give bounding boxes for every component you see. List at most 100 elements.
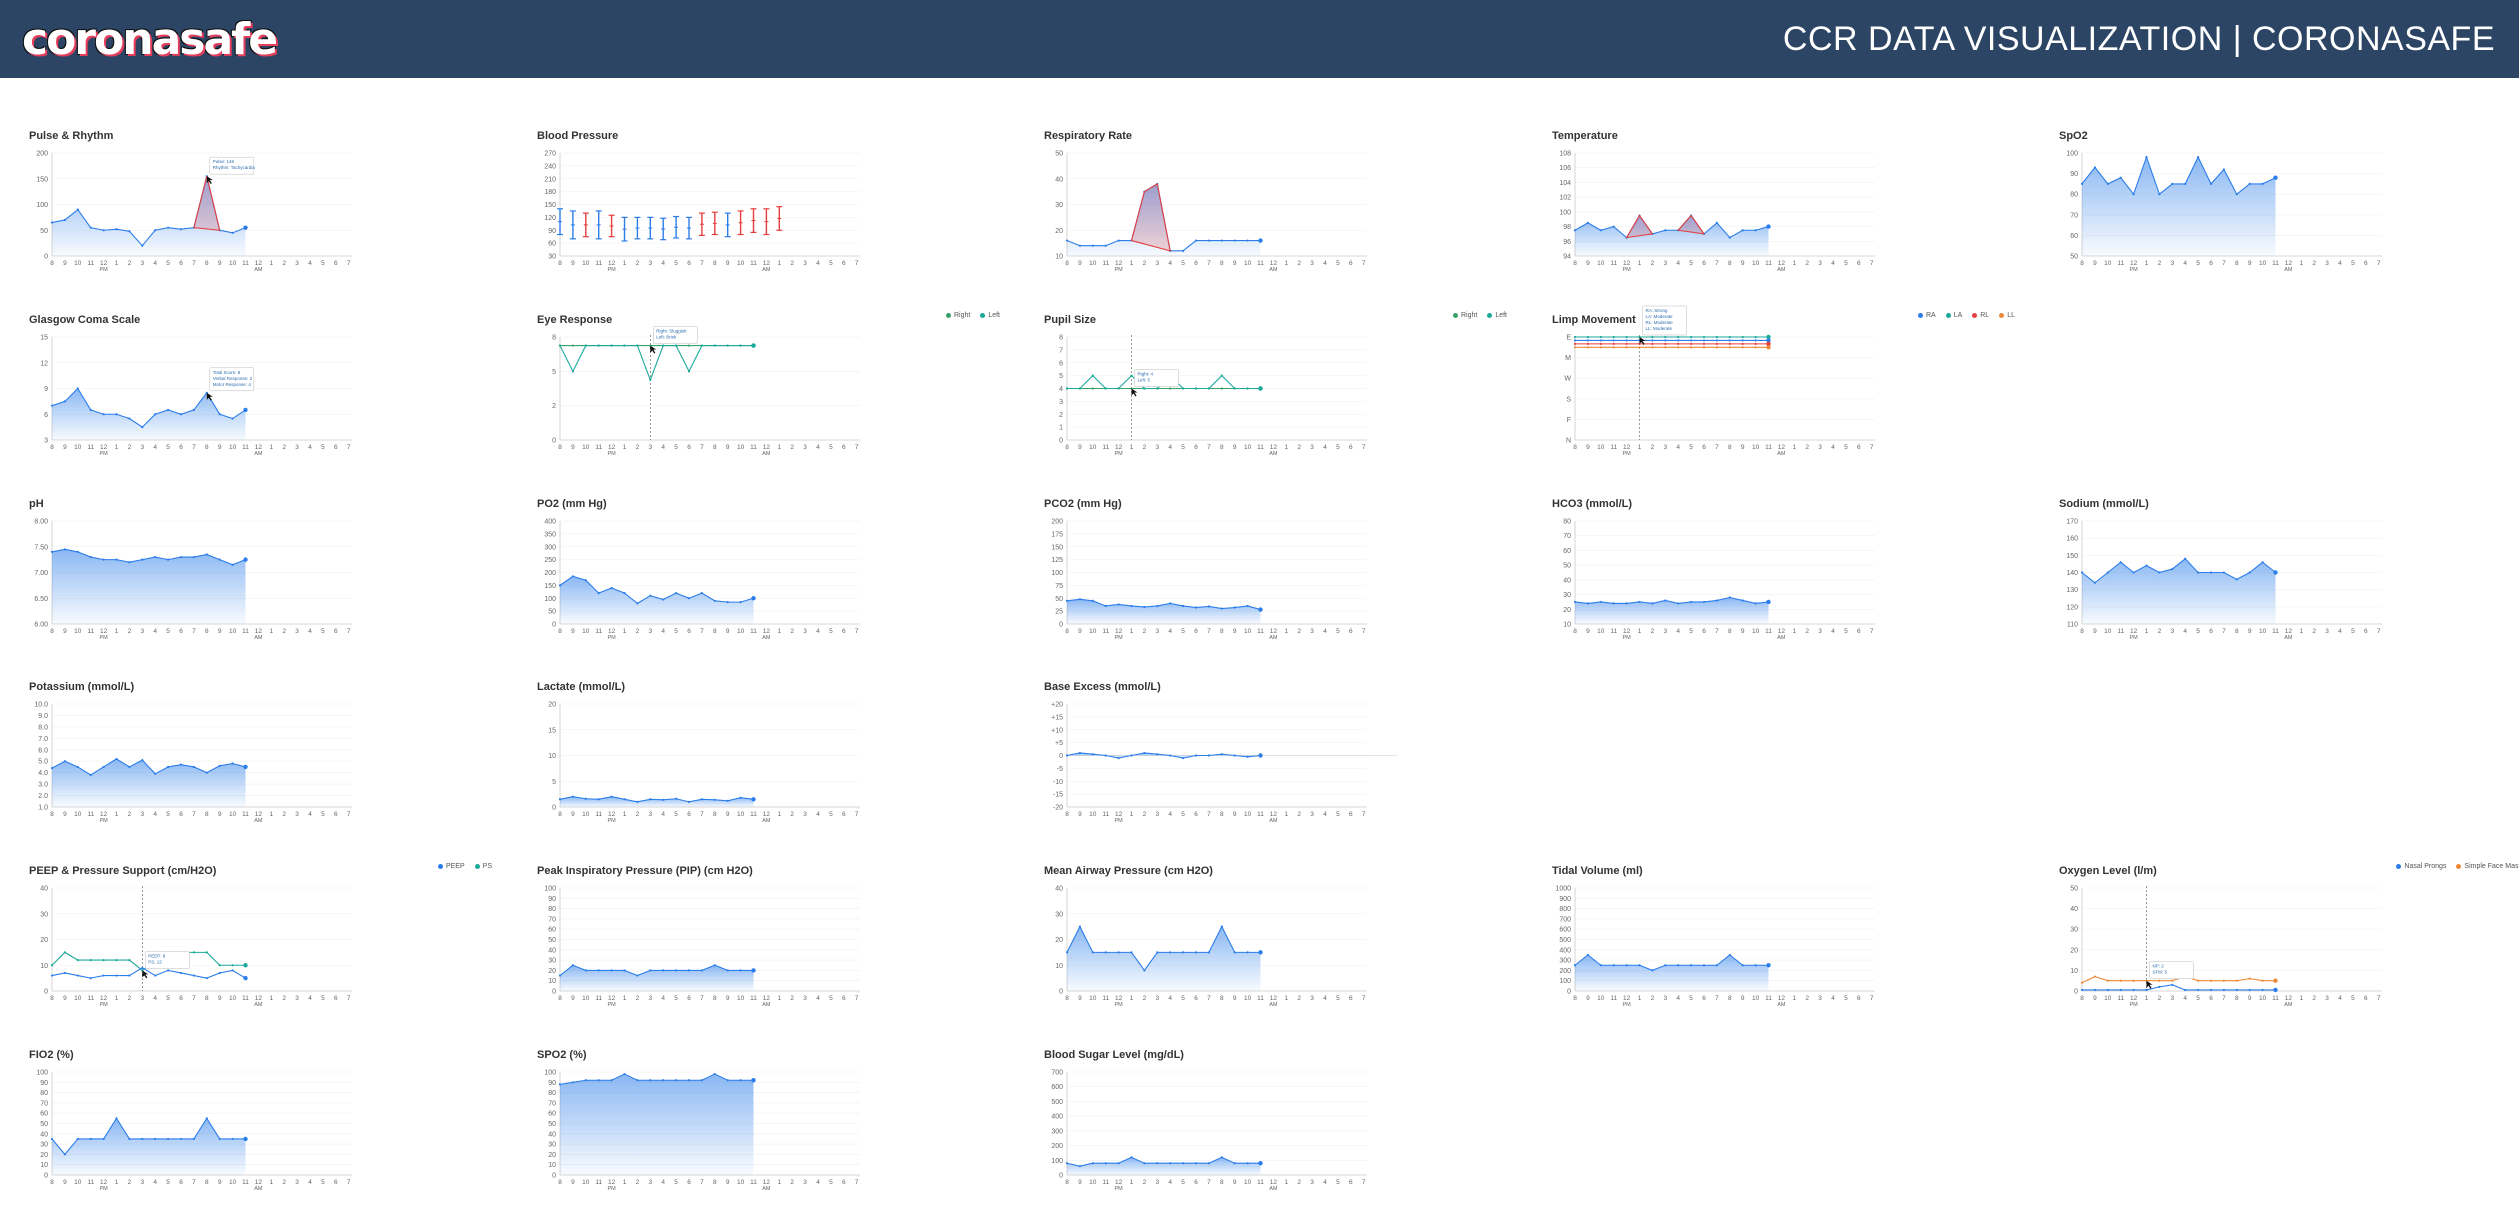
legend-item[interactable]: Simple Face Mask [2456, 863, 2519, 870]
data-point[interactable] [751, 1078, 756, 1083]
data-point[interactable] [2235, 979, 2238, 982]
data-point[interactable] [1586, 339, 1589, 342]
data-point[interactable] [102, 558, 105, 561]
data-point[interactable] [76, 765, 79, 769]
data-point[interactable] [1182, 249, 1185, 252]
data-point[interactable] [89, 977, 92, 980]
data-point[interactable] [2222, 988, 2225, 992]
data-point[interactable] [1754, 346, 1757, 349]
data-point[interactable] [1258, 238, 1263, 243]
data-point[interactable] [63, 971, 66, 975]
data-point[interactable] [687, 597, 691, 600]
data-point[interactable] [1117, 603, 1120, 606]
data-point[interactable] [1690, 600, 1693, 604]
data-point[interactable] [1599, 229, 1602, 232]
data-point[interactable] [1220, 374, 1223, 377]
data-point[interactable] [2248, 988, 2251, 992]
data-point[interactable] [1677, 335, 1680, 339]
data-point[interactable] [1766, 341, 1771, 347]
data-point[interactable] [751, 797, 756, 802]
data-point[interactable] [50, 964, 54, 967]
data-point[interactable] [218, 1137, 221, 1141]
data-point[interactable] [192, 765, 195, 769]
data-point[interactable] [1715, 335, 1718, 339]
bp-bar[interactable] [621, 216, 628, 242]
data-point[interactable] [636, 1079, 639, 1082]
data-point[interactable] [102, 229, 105, 232]
data-point[interactable] [205, 951, 208, 954]
data-point[interactable] [1651, 335, 1654, 339]
series-line[interactable] [1574, 954, 1769, 971]
data-point[interactable] [2197, 571, 2200, 574]
data-point[interactable] [1690, 339, 1693, 342]
data-point[interactable] [1220, 1156, 1223, 1159]
data-point[interactable] [2261, 182, 2264, 185]
data-point[interactable] [1664, 599, 1667, 602]
data-point[interactable] [662, 1079, 665, 1082]
data-point[interactable] [1638, 964, 1641, 967]
data-point[interactable] [2209, 979, 2213, 982]
data-point[interactable] [128, 561, 131, 564]
data-point[interactable] [141, 426, 144, 429]
data-point[interactable] [1156, 1162, 1159, 1165]
data-point[interactable] [1207, 1162, 1210, 1165]
data-point[interactable] [584, 797, 587, 800]
data-point[interactable] [154, 772, 157, 775]
data-point[interactable] [1651, 969, 1654, 972]
data-point[interactable] [584, 1079, 587, 1082]
data-point[interactable] [675, 969, 678, 972]
data-point[interactable] [558, 974, 562, 977]
data-point[interactable] [1715, 346, 1718, 349]
data-point[interactable] [558, 584, 562, 587]
data-point[interactable] [1728, 596, 1731, 599]
data-point[interactable] [50, 766, 54, 770]
series-line[interactable] [51, 967, 246, 979]
data-point[interactable] [89, 773, 92, 777]
data-point[interactable] [597, 592, 600, 595]
data-point[interactable] [1078, 598, 1081, 601]
data-point[interactable] [1091, 244, 1094, 247]
data-point[interactable] [167, 558, 170, 561]
data-point[interactable] [179, 555, 183, 559]
data-point[interactable] [2273, 175, 2278, 180]
chart-legend[interactable]: Nasal Prongs Simple Face Mask [2396, 863, 2519, 870]
chart-legend[interactable]: PEEP PS [437, 863, 492, 870]
data-point[interactable] [1207, 387, 1210, 390]
data-point[interactable] [2158, 193, 2161, 196]
data-point[interactable] [571, 1081, 574, 1084]
data-point[interactable] [623, 592, 626, 595]
series-line[interactable] [2081, 558, 2276, 584]
data-point[interactable] [141, 966, 144, 969]
data-point[interactable] [2209, 988, 2213, 992]
data-point[interactable] [1091, 599, 1094, 602]
data-point[interactable] [1741, 335, 1744, 339]
data-point[interactable] [141, 1137, 144, 1141]
data-point[interactable] [192, 951, 195, 954]
data-point[interactable] [2145, 156, 2148, 159]
data-point[interactable] [1091, 374, 1094, 377]
data-point[interactable] [1182, 387, 1185, 390]
data-point[interactable] [610, 344, 613, 347]
data-point[interactable] [1194, 754, 1198, 757]
chart-svg-potassium[interactable]: 10.09.08.07.06.05.04.03.02.01.08 9 10 11 12P… [0, 629, 400, 824]
data-point[interactable] [1207, 605, 1210, 608]
data-point[interactable] [1220, 753, 1223, 756]
data-point[interactable] [751, 343, 756, 348]
data-point[interactable] [1664, 335, 1667, 339]
data-point[interactable] [1664, 229, 1667, 232]
data-point[interactable] [1612, 225, 1615, 228]
data-point[interactable] [1065, 951, 1069, 954]
data-point[interactable] [2132, 979, 2135, 982]
data-point[interactable] [179, 763, 183, 766]
bp-bar[interactable] [595, 210, 602, 240]
bp-bar[interactable] [647, 216, 654, 240]
series-line[interactable] [559, 964, 754, 977]
legend-item[interactable]: Right [1452, 312, 1477, 319]
bp-bar[interactable] [724, 212, 731, 238]
data-point[interactable] [1599, 335, 1602, 339]
data-point[interactable] [597, 798, 600, 801]
data-point[interactable] [1754, 335, 1757, 339]
